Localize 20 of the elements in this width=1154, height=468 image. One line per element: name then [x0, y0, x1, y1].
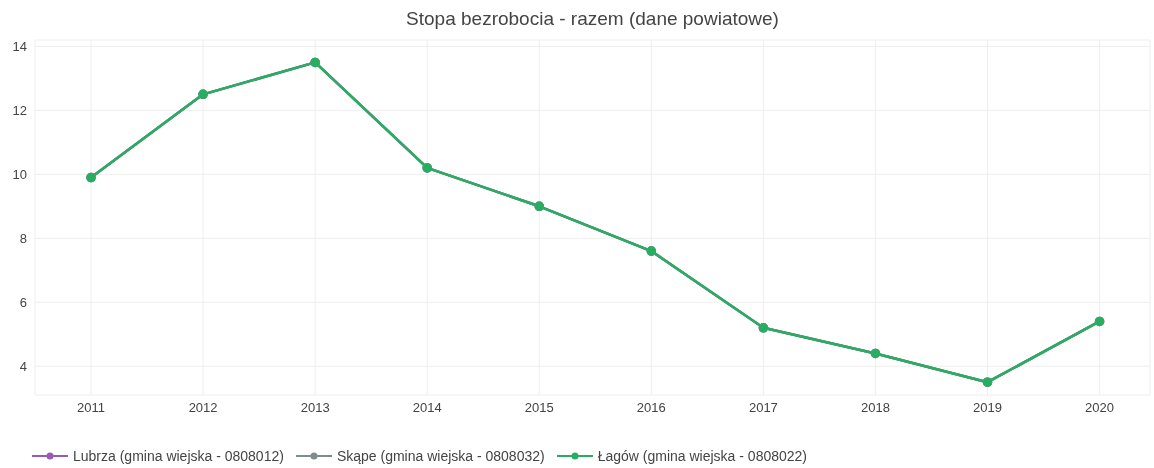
y-tick-label: 4 — [19, 358, 27, 374]
x-tick-label: 2012 — [188, 400, 218, 416]
x-tick-label: 2016 — [636, 400, 666, 416]
y-tick-label: 12 — [12, 102, 27, 118]
chart-title: Stopa bezrobocia - razem (dane powiatowe) — [405, 8, 780, 30]
legend-label: Skąpe (gmina wiejska - 0808032) — [336, 448, 545, 464]
legend-label: Lubrza (gmina wiejska - 0808012) — [73, 448, 284, 464]
legend-label: Łagów (gmina wiejska - 0808022) — [597, 448, 808, 464]
y-tick-label: 14 — [12, 39, 27, 55]
y-tick-label: 8 — [19, 230, 27, 246]
x-tick-label: 2014 — [412, 400, 442, 416]
x-tick-label: 2015 — [524, 400, 554, 416]
y-tick-label: 10 — [12, 166, 27, 182]
x-tick-label: 2017 — [748, 400, 778, 416]
x-tick-label: 2011 — [77, 400, 106, 416]
y-tick-label: 6 — [19, 294, 27, 310]
x-tick-label: 2018 — [860, 400, 890, 416]
x-tick-label: 2020 — [1085, 400, 1115, 416]
x-tick-label: 2019 — [973, 400, 1002, 416]
x-tick-label: 2013 — [300, 400, 330, 416]
